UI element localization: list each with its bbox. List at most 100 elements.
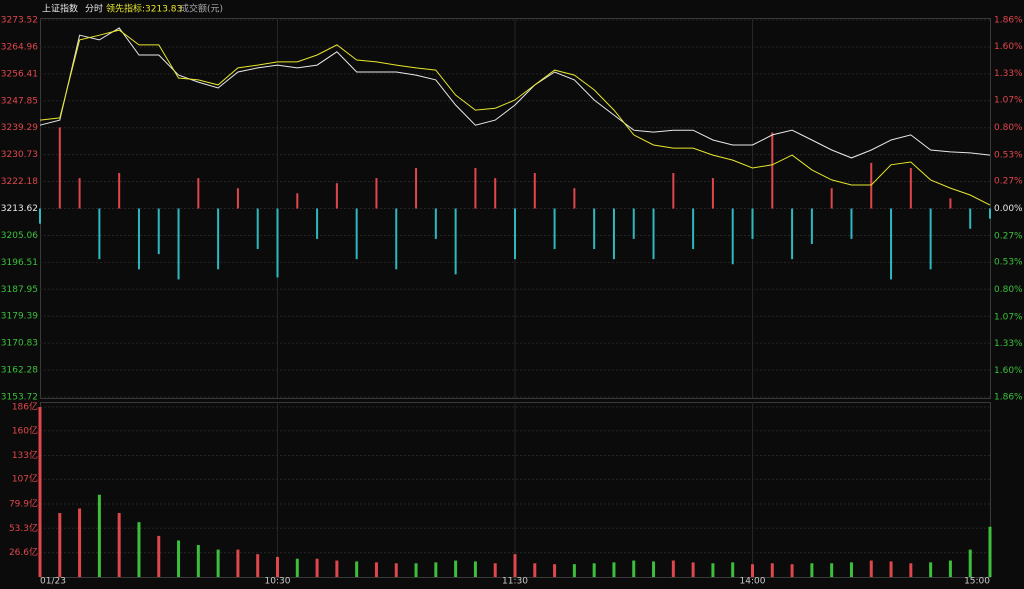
indicator-bar	[276, 208, 279, 278]
indicator-bar	[177, 208, 180, 280]
indicator-bar	[98, 208, 101, 260]
y-tick-label: 79.9亿	[9, 497, 38, 509]
indicator-bar	[593, 208, 596, 250]
indicator-bar	[632, 208, 635, 239]
volume-bar	[929, 562, 933, 577]
volume-bar	[38, 407, 42, 577]
volume-bar	[770, 563, 774, 577]
indicator-bar	[118, 173, 121, 209]
volume-bar	[513, 554, 517, 577]
volume-bar	[652, 561, 656, 577]
indicator-bar	[58, 127, 61, 209]
indicator-bar	[256, 208, 259, 250]
y2-tick-label: 0.00%	[994, 204, 1023, 214]
volume-bar	[830, 563, 834, 577]
y2-tick-label: 1.07%	[994, 96, 1023, 106]
volume-bar	[553, 564, 557, 577]
indicator-bar	[415, 167, 418, 209]
volume-bar	[790, 564, 794, 577]
indicator-bar	[316, 208, 319, 239]
indicator-bar	[870, 162, 873, 209]
volume-bar	[157, 535, 161, 577]
y-tick-label: 160亿	[12, 424, 38, 436]
y-tick-label: 107亿	[12, 473, 38, 485]
y-tick-label: 186亿	[12, 401, 38, 413]
indicator-bar	[78, 178, 81, 209]
volume-bar	[454, 560, 458, 577]
volume-bar	[315, 558, 319, 577]
volume-bar	[810, 563, 814, 577]
y2-tick-label: 1.60%	[994, 42, 1023, 52]
indicator-bar	[236, 188, 239, 209]
indicator-bar	[217, 208, 220, 270]
indicator-bar	[434, 208, 437, 239]
volume-bar	[493, 563, 497, 577]
indicator-bar	[474, 167, 477, 209]
y2-tick-label: 1.07%	[994, 312, 1023, 322]
volume-bar	[909, 563, 913, 577]
y-tick-label: 3273.52	[1, 16, 38, 26]
volume-bar	[612, 562, 616, 577]
y-tick-label: 3187.95	[1, 285, 38, 295]
x-tick-label: 01/23	[40, 577, 66, 587]
volume-bar	[374, 562, 378, 577]
volume-bar	[236, 549, 240, 577]
indicator-bar	[949, 198, 952, 209]
indicator-bar	[890, 208, 893, 280]
y2-tick-label: 1.33%	[994, 339, 1023, 349]
y-tick-label: 3230.73	[1, 150, 38, 160]
indicator: 领先指标:3213.83	[106, 3, 182, 15]
volume-bar	[572, 564, 576, 577]
indicator-bar	[909, 167, 912, 209]
volume-bar	[196, 545, 200, 577]
indicator-bar	[791, 208, 794, 260]
indicator-bar	[573, 188, 576, 209]
indicator-bar	[553, 208, 556, 250]
volume-bar	[988, 526, 992, 577]
volume-bar	[335, 560, 339, 577]
volume-bar	[849, 562, 853, 577]
y2-tick-label: 1.86%	[994, 393, 1023, 403]
indicator-bar	[850, 208, 853, 239]
indicator-bar	[830, 188, 833, 209]
indicator-bar	[514, 208, 516, 260]
indicator-bar	[810, 208, 813, 244]
volume-label: 成交额(元)	[180, 3, 223, 15]
y-tick-label: 53.3亿	[9, 522, 38, 534]
volume-bar	[216, 549, 220, 577]
y2-tick-label: 0.53%	[994, 258, 1023, 268]
volume-bar	[889, 561, 893, 577]
indicator-bar	[692, 208, 695, 250]
y-tick-label: 3153.72	[1, 393, 38, 403]
volume-bar	[592, 563, 596, 577]
volume-bar	[414, 563, 418, 577]
y2-tick-label: 0.27%	[994, 231, 1023, 241]
volume-bar	[256, 554, 260, 577]
indicator-bar	[375, 178, 378, 209]
indicator-bar	[929, 208, 932, 270]
y-tick-label: 3256.41	[1, 69, 38, 79]
y2-tick-label: 0.80%	[994, 285, 1023, 295]
indicator-bar	[672, 173, 675, 209]
period[interactable]: 分时	[85, 3, 103, 15]
y-tick-label: 133亿	[12, 449, 38, 461]
y2-tick-label: 1.86%	[994, 16, 1023, 26]
y2-tick-label: 0.53%	[994, 150, 1023, 160]
y2-tick-label: 1.60%	[994, 366, 1023, 376]
indicator-bar	[612, 208, 615, 260]
volume-bar	[276, 556, 279, 577]
indicator-bar	[395, 208, 398, 270]
y-tick-label: 3170.83	[1, 339, 38, 349]
y-tick-label: 3162.28	[1, 366, 38, 376]
volume-bar	[295, 558, 299, 577]
indicator-bar	[771, 132, 774, 209]
volume-bar	[948, 560, 952, 577]
y-tick-label: 26.6亿	[9, 546, 38, 558]
indicator-bar	[989, 208, 991, 219]
y-tick-label: 3264.96	[1, 42, 38, 52]
volume-bar	[355, 561, 359, 577]
volume-bar	[434, 562, 438, 577]
indicator-bar	[137, 208, 140, 270]
y2-tick-label: 0.80%	[994, 123, 1023, 133]
